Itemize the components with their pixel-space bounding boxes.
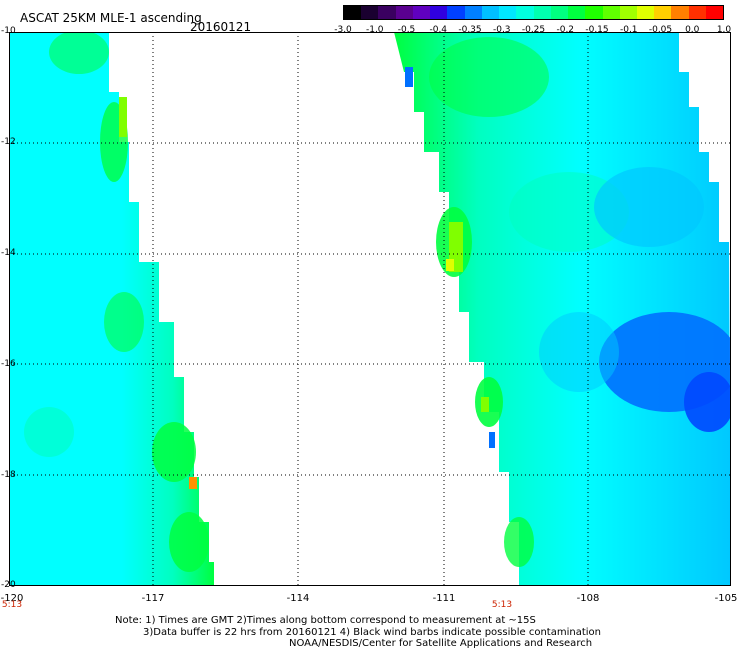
- right-swath: [394, 32, 731, 586]
- colorbar-swatch: [568, 6, 586, 19]
- colorbar-swatch: [619, 6, 637, 19]
- colorbar-label: -3.0: [334, 25, 352, 35]
- y-tick-label: -16: [1, 359, 16, 369]
- colorbar-label: 0.0: [685, 25, 700, 35]
- colorbar-swatch: [412, 6, 431, 19]
- grid-lines: [9, 32, 731, 586]
- wind-field-patch: [504, 517, 534, 567]
- colorbar-labels: -3.0 -1.0 -0.5 -0.4 -0.35 -0.3 -0.25 -0.2 -0.15-…: [334, 25, 732, 37]
- note-line-1: Note: 1) Times are GMT 2)Times along bot…: [115, 615, 536, 626]
- y-tick-label: -12: [1, 137, 16, 147]
- colorbar-label: -0.35: [458, 25, 482, 35]
- colorbar-swatch: [361, 6, 379, 19]
- wind-field-patch: [104, 292, 144, 352]
- wind-field-patch: [49, 32, 109, 74]
- map-title: ASCAT 25KM MLE-1 ascending: [20, 11, 202, 25]
- y-tick-label: -18: [1, 470, 16, 480]
- colorbar-label: -1.0: [365, 25, 384, 35]
- wind-field-patch: [429, 37, 549, 117]
- wind-field-patch: [169, 512, 209, 572]
- colorbar-swatch: [481, 6, 500, 19]
- colorbar-label: -0.4: [429, 25, 448, 35]
- wind-field-patch: [446, 259, 454, 271]
- x-tick-label: -111: [432, 593, 456, 604]
- x-tick-label: -114: [286, 593, 310, 604]
- colorbar-label: -0.1: [619, 25, 638, 35]
- plot-frame: [9, 32, 731, 586]
- y-tick-label: -14: [1, 248, 16, 258]
- colorbar-swatch: [654, 6, 672, 19]
- colorbar-label: -0.25: [521, 25, 546, 35]
- colorbar-swatch: [395, 6, 413, 19]
- credit-line: NOAA/NESDIS/Center for Satellite Applica…: [289, 638, 593, 649]
- colorbar-label: -0.3: [492, 25, 511, 35]
- map-date: 20160121: [190, 20, 252, 34]
- colorbar-swatch: [464, 6, 482, 19]
- wind-field-patch: [119, 97, 127, 137]
- colorbar-label: -0.5: [397, 25, 416, 35]
- y-tick-label: -20: [1, 580, 16, 590]
- colorbar-swatch: [516, 6, 534, 19]
- x-tick-label: -117: [141, 593, 165, 604]
- swath-layer: [9, 32, 731, 586]
- wind-field-patch: [684, 372, 731, 432]
- wind-field-patch: [489, 432, 495, 448]
- colorbar-swatch: [585, 6, 603, 19]
- wind-field-patch: [594, 167, 704, 247]
- colorbar-swatch: [636, 6, 655, 19]
- colorbar-swatch: [447, 6, 465, 19]
- colorbar-swatch: [378, 6, 396, 19]
- x-tick-label: -120: [0, 593, 24, 604]
- note-line-2: 3)Data buffer is 22 hrs from 20160121 4)…: [143, 627, 601, 638]
- wind-field-patch: [152, 422, 196, 482]
- colorbar-swatch: [688, 6, 706, 19]
- y-tick-label: -10: [1, 26, 16, 36]
- colorbar-swatch: [550, 6, 569, 19]
- colorbar: [343, 5, 724, 20]
- colorbar-swatch: [499, 6, 517, 19]
- colorbar-label: -0.2: [556, 25, 575, 35]
- wind-field-patch: [481, 397, 489, 412]
- colorbar-label: 1.0: [716, 25, 732, 35]
- colorbar-swatch: [533, 6, 551, 19]
- wind-field-patch: [405, 67, 413, 87]
- x-tick-label: -105: [714, 593, 738, 604]
- map-plot: [9, 32, 731, 586]
- colorbar-swatch: [602, 6, 620, 19]
- time-label: 5:13: [491, 600, 513, 610]
- colorbar-label: -0.05: [648, 25, 673, 35]
- colorbar-swatch: [671, 6, 689, 19]
- x-tick-label: -108: [576, 593, 600, 604]
- colorbar-swatch: [705, 6, 724, 19]
- wind-field-patch: [189, 477, 197, 489]
- colorbar-label: -0.15: [585, 25, 609, 35]
- time-label: 5:13: [1, 600, 23, 610]
- wind-field-patch: [24, 407, 74, 457]
- wind-field-patch: [539, 312, 619, 392]
- colorbar-swatch: [430, 6, 448, 19]
- colorbar-swatch: [344, 6, 362, 19]
